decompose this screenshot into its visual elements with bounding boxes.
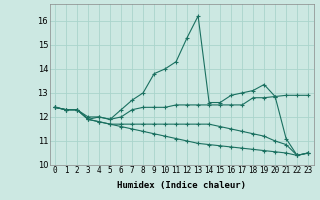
X-axis label: Humidex (Indice chaleur): Humidex (Indice chaleur) — [117, 181, 246, 190]
